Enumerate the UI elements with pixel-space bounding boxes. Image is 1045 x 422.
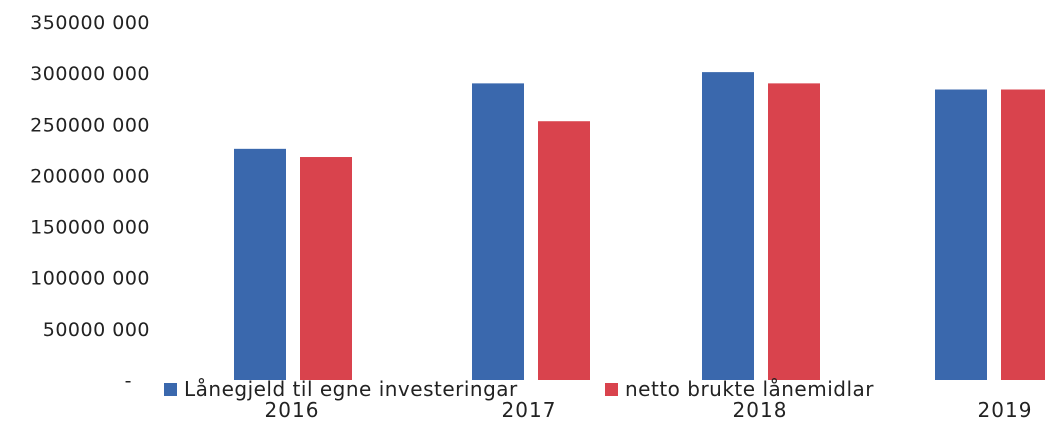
bar-2016-series-1	[234, 148, 286, 380]
y-tick-label: 100000 000	[30, 268, 150, 290]
bar-2017-series-1	[472, 83, 524, 380]
y-tick-label: -	[125, 370, 132, 392]
bar-2019-series-2	[1001, 89, 1045, 380]
x-tick-label: 2017	[502, 398, 557, 422]
x-tick-label: 2016	[265, 398, 320, 422]
legend-swatch-series-1	[164, 383, 177, 396]
y-axis: - 50000 000 100000 000 150000 000 200000 000…	[30, 12, 150, 392]
legend: Lånegjeld til egne investeringar netto b…	[164, 377, 874, 401]
bar-2016-series-2	[300, 157, 352, 380]
y-tick-label: 200000 000	[30, 165, 150, 187]
bar-2018-series-1	[702, 72, 754, 381]
y-tick-label: 250000 000	[30, 114, 150, 136]
y-tick-label: 50000 000	[43, 319, 150, 341]
x-tick-label: 2018	[733, 398, 788, 422]
y-tick-label: 300000 000	[30, 63, 150, 85]
legend-label-series-2: netto brukte lånemidlar	[625, 377, 874, 401]
y-tick-label: 350000 000	[30, 12, 150, 34]
legend-swatch-series-2	[605, 383, 618, 396]
x-tick-label: 2019	[978, 398, 1033, 422]
plot-area	[234, 72, 1045, 381]
bar-2019-series-1	[935, 89, 987, 380]
bar-2017-series-2	[538, 121, 590, 381]
y-tick-label: 150000 000	[30, 217, 150, 239]
legend-label-series-1: Lånegjeld til egne investeringar	[184, 377, 518, 401]
x-axis: 2016 2017 2018 2019	[265, 398, 1033, 422]
bar-2018-series-2	[768, 83, 820, 380]
